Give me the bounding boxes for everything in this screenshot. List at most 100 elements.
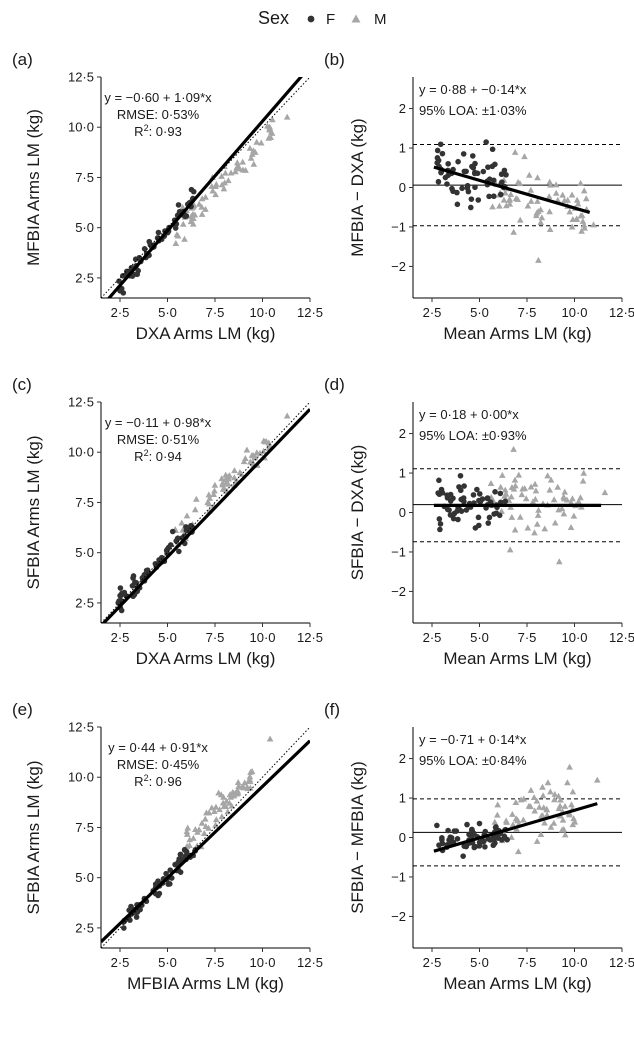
data-point-m xyxy=(577,179,584,186)
y-tick-label: −1 xyxy=(391,219,406,234)
data-point-m xyxy=(502,817,510,824)
annotation-equation: y = 0·88 + −0·14*x xyxy=(419,82,527,97)
data-point-m xyxy=(266,126,273,133)
y-axis-title: SFBIA − MFBIA (kg) xyxy=(348,761,367,914)
data-point-m xyxy=(534,511,542,518)
y-axis-title: MFBIA Arms LM (kg) xyxy=(24,109,43,266)
data-point-m xyxy=(248,150,256,157)
data-point-m xyxy=(198,819,206,826)
data-point-m xyxy=(508,833,515,840)
data-point-m xyxy=(533,797,541,804)
data-point-m xyxy=(206,494,214,501)
data-point-f xyxy=(485,520,492,526)
data-point-m xyxy=(246,773,254,780)
data-point-m xyxy=(566,208,574,215)
data-point-m xyxy=(500,196,508,203)
data-point-f xyxy=(499,179,505,185)
data-point-f xyxy=(484,495,491,502)
data-point-m xyxy=(230,789,238,796)
data-point-m xyxy=(561,488,569,495)
regression-line xyxy=(101,408,310,623)
data-point-f xyxy=(172,225,179,231)
data-point-m xyxy=(225,177,232,184)
data-point-m xyxy=(511,148,519,155)
data-point-f xyxy=(146,238,153,245)
panel-b: (b) 2·5 5·0 7·5 10·0 12·5 −2 −1 0 1 2 Mean Arms LM … xyxy=(324,50,634,343)
data-point-f xyxy=(475,514,482,521)
data-point-m xyxy=(530,793,538,800)
x-tick-label: 2·5 xyxy=(423,305,442,320)
data-point-m xyxy=(198,195,206,202)
data-point-m xyxy=(257,139,265,146)
annotation-equation: y = 0·18 + 0·00*x xyxy=(419,407,519,422)
data-point-f xyxy=(464,821,470,828)
data-point-m xyxy=(517,796,525,803)
data-point-f xyxy=(489,163,496,170)
data-point-m xyxy=(512,482,519,489)
data-point-m xyxy=(531,480,539,487)
x-tick-label: 10·0 xyxy=(249,305,275,320)
data-point-m xyxy=(190,834,197,841)
data-point-f xyxy=(451,828,458,834)
panel-c: (c) 2·5 5·0 7·5 10·0 12·5 2·5 5·0 7·5 10·0 12·5 DXA… xyxy=(12,375,323,668)
data-point-f xyxy=(439,836,445,843)
data-point-f xyxy=(460,495,467,501)
data-point-f xyxy=(141,245,148,252)
data-point-m xyxy=(567,523,575,530)
data-point-f xyxy=(472,184,478,191)
data-point-f xyxy=(464,182,471,189)
data-point-m xyxy=(570,815,577,822)
data-point-f xyxy=(450,188,456,195)
data-point-f xyxy=(120,290,127,296)
data-point-f xyxy=(463,168,469,175)
y-tick-label: 1 xyxy=(399,466,406,481)
y-tick-label: 12·5 xyxy=(68,395,94,410)
data-point-m xyxy=(183,512,191,519)
data-point-m xyxy=(573,215,580,222)
data-point-m xyxy=(547,823,555,830)
identity-line xyxy=(101,402,310,623)
data-point-m xyxy=(539,812,546,819)
data-point-m xyxy=(552,181,560,188)
data-point-m xyxy=(568,223,576,230)
data-point-m xyxy=(202,205,209,212)
data-point-m xyxy=(531,807,539,814)
data-point-f xyxy=(459,185,465,192)
data-point-m xyxy=(577,212,585,219)
panel-a: (a) 2·5 5·0 7·5 10·0 12·5 2·5 5·0 7·5 10·0 12·5 DXA… xyxy=(12,50,323,343)
data-point-m xyxy=(561,196,568,203)
data-point-m xyxy=(172,240,180,247)
data-point-m xyxy=(510,445,517,452)
data-point-m xyxy=(512,815,520,822)
data-point-m xyxy=(559,191,566,198)
data-point-f xyxy=(493,824,499,830)
data-point-f xyxy=(492,489,498,495)
data-point-m xyxy=(499,471,506,478)
data-point-m xyxy=(566,763,573,770)
data-point-m xyxy=(575,498,582,505)
data-point-f xyxy=(434,155,441,161)
data-point-m xyxy=(509,810,516,817)
annotation-r2-base: R xyxy=(134,449,143,464)
y-tick-label: 2·5 xyxy=(75,920,94,935)
data-point-m xyxy=(579,477,587,484)
data-point-m xyxy=(582,195,590,202)
data-point-m xyxy=(581,224,588,231)
data-point-m xyxy=(246,144,254,151)
data-point-m xyxy=(536,803,543,810)
data-point-m xyxy=(560,826,568,833)
panel-d: (d) 2·5 5·0 7·5 10·0 12·5 −2 −1 0 1 2 Mean Arms LM … xyxy=(324,375,634,668)
data-point-m xyxy=(532,487,540,494)
data-point-m xyxy=(533,209,541,216)
annotation-loa: 95% LOA: ±1·03% xyxy=(419,103,527,118)
data-point-f xyxy=(483,139,489,145)
data-point-f xyxy=(117,585,124,591)
data-point-m xyxy=(551,796,558,803)
data-point-m xyxy=(546,486,554,493)
data-point-m xyxy=(547,788,554,795)
data-point-f xyxy=(476,491,483,497)
data-point-m xyxy=(561,802,569,809)
data-point-m xyxy=(234,159,241,166)
data-point-f xyxy=(489,146,496,153)
data-point-m xyxy=(555,506,562,513)
